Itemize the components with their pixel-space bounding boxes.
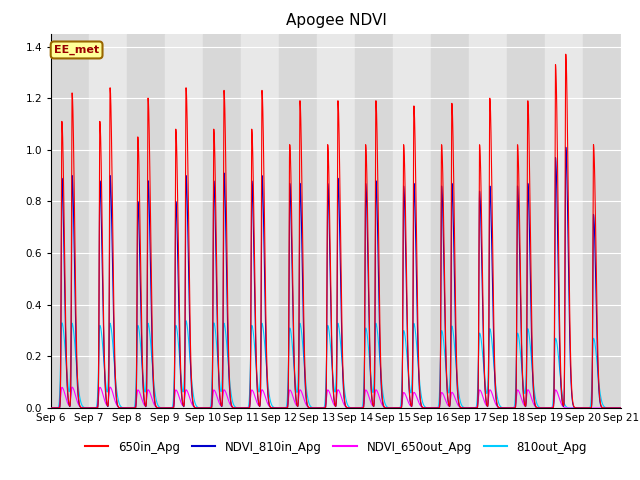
- Title: Apogee NDVI: Apogee NDVI: [285, 13, 387, 28]
- Bar: [317, 34, 355, 408]
- Bar: [469, 34, 507, 408]
- Bar: [431, 34, 469, 408]
- Bar: [51, 34, 89, 408]
- Bar: [583, 34, 621, 408]
- Legend: 650in_Apg, NDVI_810in_Apg, NDVI_650out_Apg, 810out_Apg: 650in_Apg, NDVI_810in_Apg, NDVI_650out_A…: [80, 436, 592, 458]
- Bar: [507, 34, 545, 408]
- Bar: [165, 34, 203, 408]
- Text: EE_met: EE_met: [54, 45, 99, 55]
- Bar: [545, 34, 583, 408]
- Bar: [127, 34, 165, 408]
- Bar: [203, 34, 241, 408]
- Bar: [279, 34, 317, 408]
- Bar: [621, 34, 640, 408]
- Bar: [355, 34, 393, 408]
- Bar: [393, 34, 431, 408]
- Bar: [241, 34, 279, 408]
- Bar: [89, 34, 127, 408]
